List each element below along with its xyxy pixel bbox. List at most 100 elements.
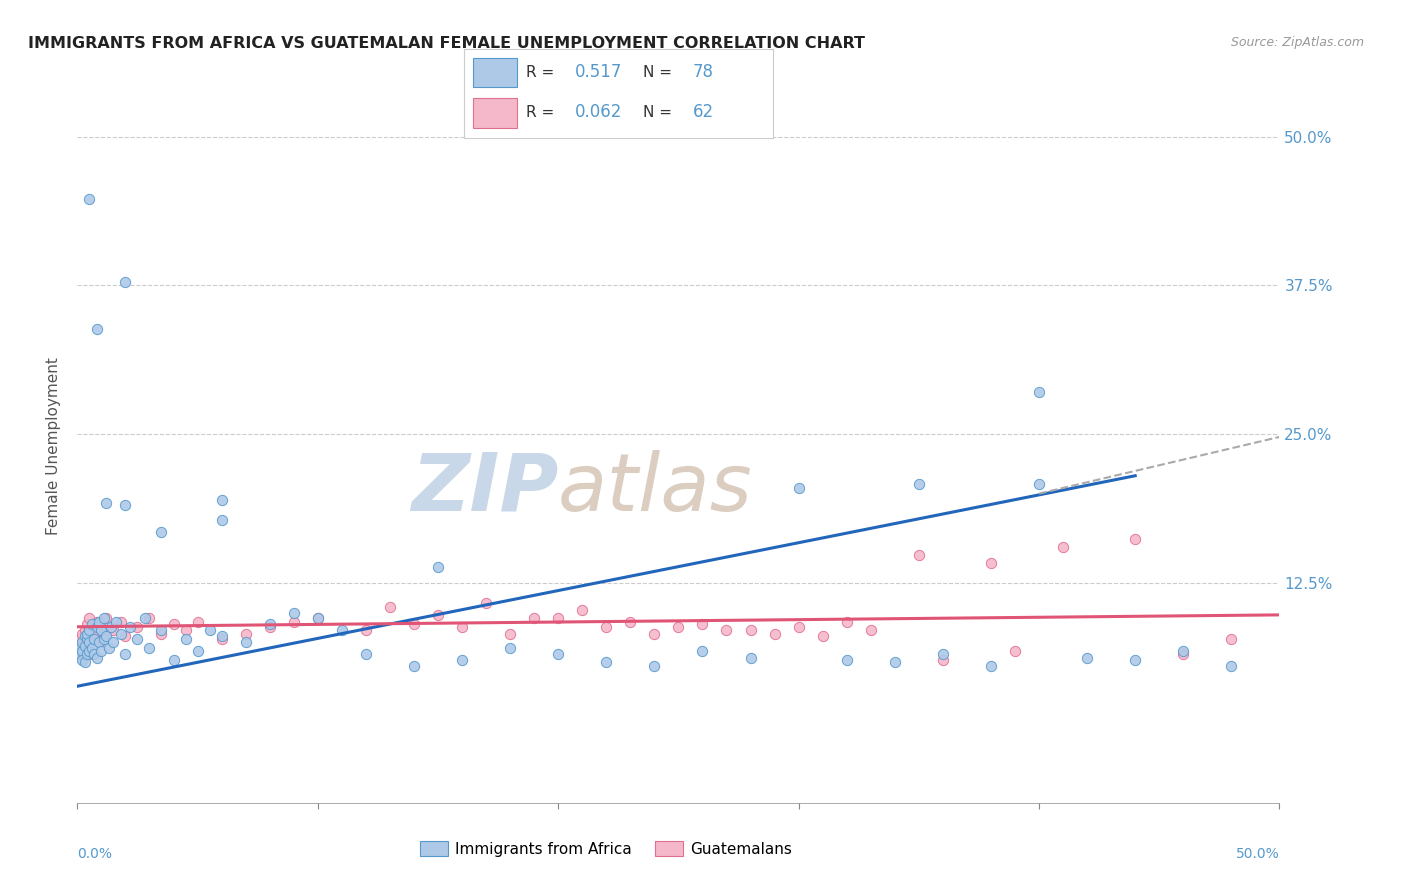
Point [980,556,1002,570]
Point [70,627,93,641]
Point [571,603,593,617]
Point [114,629,136,643]
Point [740,624,762,638]
Point [114,275,136,289]
Point [87,635,110,649]
Point [76,632,98,646]
Point [307,611,329,625]
Point [162,653,184,667]
Point [150,627,173,641]
Point [79,192,101,206]
Point [120,620,142,634]
Point [134,611,156,625]
Point [70,653,93,667]
Point [1220,632,1243,646]
FancyBboxPatch shape [474,58,516,87]
Point [668,620,690,634]
Point [235,627,257,641]
Point [402,659,425,673]
Text: atlas: atlas [558,450,754,528]
Point [79,635,101,649]
Point [70,635,93,649]
Point [150,624,173,638]
Point [73,639,96,653]
FancyBboxPatch shape [474,98,516,128]
Point [83,629,105,643]
Point [259,620,281,634]
Point [90,624,112,638]
Point [211,629,233,643]
Point [69,641,91,656]
Point [211,513,233,527]
Point [80,647,103,661]
Point [1076,650,1098,665]
Point [619,615,641,629]
Text: 62: 62 [693,103,714,121]
Text: 78: 78 [693,63,714,81]
Point [96,611,118,625]
Point [198,624,221,638]
Point [859,624,882,638]
Point [211,492,233,507]
Point [79,624,101,638]
Text: R =: R = [526,65,560,79]
Text: 50.0%: 50.0% [1236,847,1279,861]
Point [79,632,101,646]
Text: 0.0%: 0.0% [77,847,112,861]
Point [110,615,132,629]
Point [595,656,617,670]
Point [1028,385,1050,400]
Point [883,656,905,670]
Point [86,650,108,665]
Point [1123,653,1146,667]
Point [211,632,233,646]
Point [1004,643,1026,657]
Point [307,611,329,625]
Point [80,641,103,656]
Point [835,615,858,629]
Point [354,647,377,661]
Point [547,647,569,661]
Point [174,632,197,646]
Point [150,524,173,539]
Point [79,643,101,657]
Text: Source: ZipAtlas.com: Source: ZipAtlas.com [1230,36,1364,49]
Point [1028,477,1050,491]
Point [427,560,450,574]
Point [1173,647,1195,661]
Point [259,617,281,632]
Point [523,611,546,625]
Point [162,617,184,632]
Point [787,481,810,495]
Point [100,620,122,634]
Point [451,653,474,667]
Point [1220,659,1243,673]
Point [932,653,955,667]
Point [187,643,209,657]
Point [127,632,149,646]
Point [104,615,127,629]
Point [499,641,522,656]
Point [451,620,474,634]
Point [127,620,149,634]
Point [110,627,132,641]
Point [475,596,498,610]
Point [69,647,91,661]
Point [811,629,834,643]
Point [787,620,810,634]
Point [763,627,786,641]
Point [427,607,450,622]
Point [86,615,108,629]
Point [1173,643,1195,657]
Point [96,629,118,643]
Point [402,617,425,632]
Point [80,624,103,638]
Text: ZIP: ZIP [411,450,558,528]
Point [547,611,569,625]
Point [932,647,955,661]
Point [499,627,522,641]
Point [692,617,714,632]
Point [73,624,96,638]
Point [76,627,98,641]
Text: 0.062: 0.062 [575,103,623,121]
